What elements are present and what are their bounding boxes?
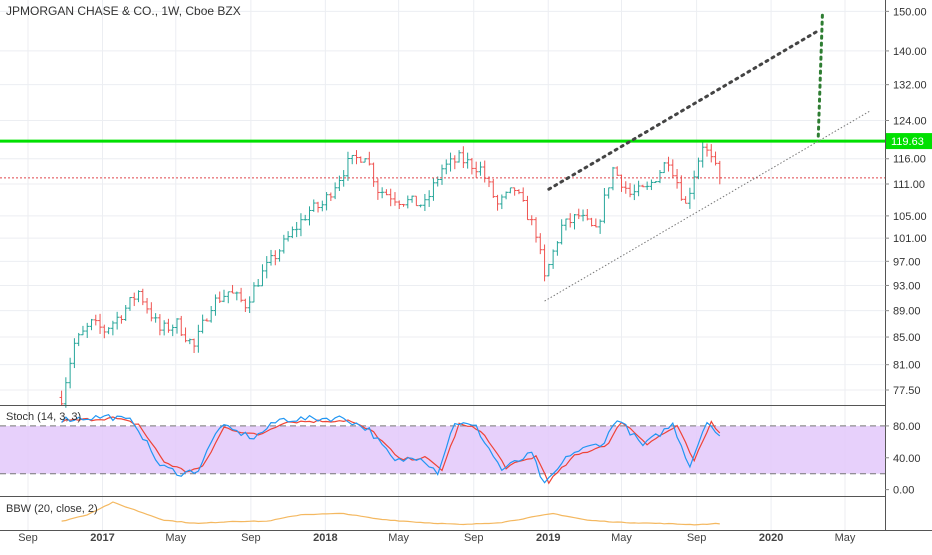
- price-tick-label: 89.00: [893, 306, 921, 318]
- dotted-projection-line: [547, 29, 820, 191]
- x-tick-label: 2017: [90, 532, 114, 544]
- price-tick-label: 124.00: [893, 116, 927, 128]
- price-tick-label: 77.50: [893, 385, 921, 397]
- price-tick-label: 93.00: [893, 280, 921, 292]
- x-tick-label: 2020: [759, 532, 783, 544]
- x-tick-label: Sep: [18, 532, 38, 544]
- x-tick-label: Sep: [687, 532, 707, 544]
- price-tick-label: 111.00: [893, 179, 925, 191]
- price-tick-label: 140.00: [893, 46, 927, 58]
- price-tick-label: 97.00: [893, 256, 921, 268]
- price-tick-label: 101.00: [893, 233, 927, 245]
- stoch-band: [0, 425, 885, 474]
- stoch-k-line: [61, 414, 721, 484]
- stoch-layer: [61, 414, 721, 485]
- x-tick-label: May: [835, 532, 856, 544]
- annotation-layer: [0, 13, 885, 302]
- stoch-d-line: [61, 416, 721, 485]
- x-tick-label: May: [165, 532, 186, 544]
- price-tick-label: 132.00: [893, 80, 927, 92]
- stoch-tick-label: 40.00: [893, 453, 921, 465]
- bbw-layer: [61, 501, 720, 526]
- x-tick-label: 2018: [313, 532, 337, 544]
- chart-title: JPMORGAN CHASE & CO., 1W, Cboe BZX: [6, 4, 241, 18]
- x-tick-label: May: [388, 532, 409, 544]
- price-tick-label: 150.00: [893, 6, 927, 18]
- price-tick-label: 105.00: [893, 211, 927, 223]
- resistance-label: 119.63: [891, 136, 924, 148]
- axis-layer: Sep 2017 May Sep 2018 May Sep 2019 May Sep 2020 May…: [18, 6, 932, 544]
- x-tick-label: May: [611, 532, 632, 544]
- grid-layer: [0, 0, 885, 530]
- stoch-label: Stoch (14, 3, 3): [6, 411, 82, 423]
- candles-layer: [59, 140, 722, 408]
- x-tick-label: Sep: [241, 532, 261, 544]
- x-tick-label: Sep: [464, 532, 484, 544]
- bbw-line: [61, 501, 720, 526]
- x-tick-label: 2019: [536, 532, 560, 544]
- dotted-vertical-line: [816, 13, 824, 143]
- stoch-tick-label: 80.00: [893, 421, 921, 433]
- price-tick-label: 85.00: [893, 332, 921, 344]
- resistance-label-box: [886, 133, 932, 150]
- stoch-tick-label: 0.00: [893, 485, 914, 497]
- stoch-band-layer: [0, 425, 885, 475]
- frame-layer: [0, 0, 932, 531]
- price-tick-label: 81.00: [893, 360, 921, 372]
- bbw-label: BBW (20, close, 2): [6, 503, 98, 515]
- price-tick-label: 116.00: [893, 154, 926, 166]
